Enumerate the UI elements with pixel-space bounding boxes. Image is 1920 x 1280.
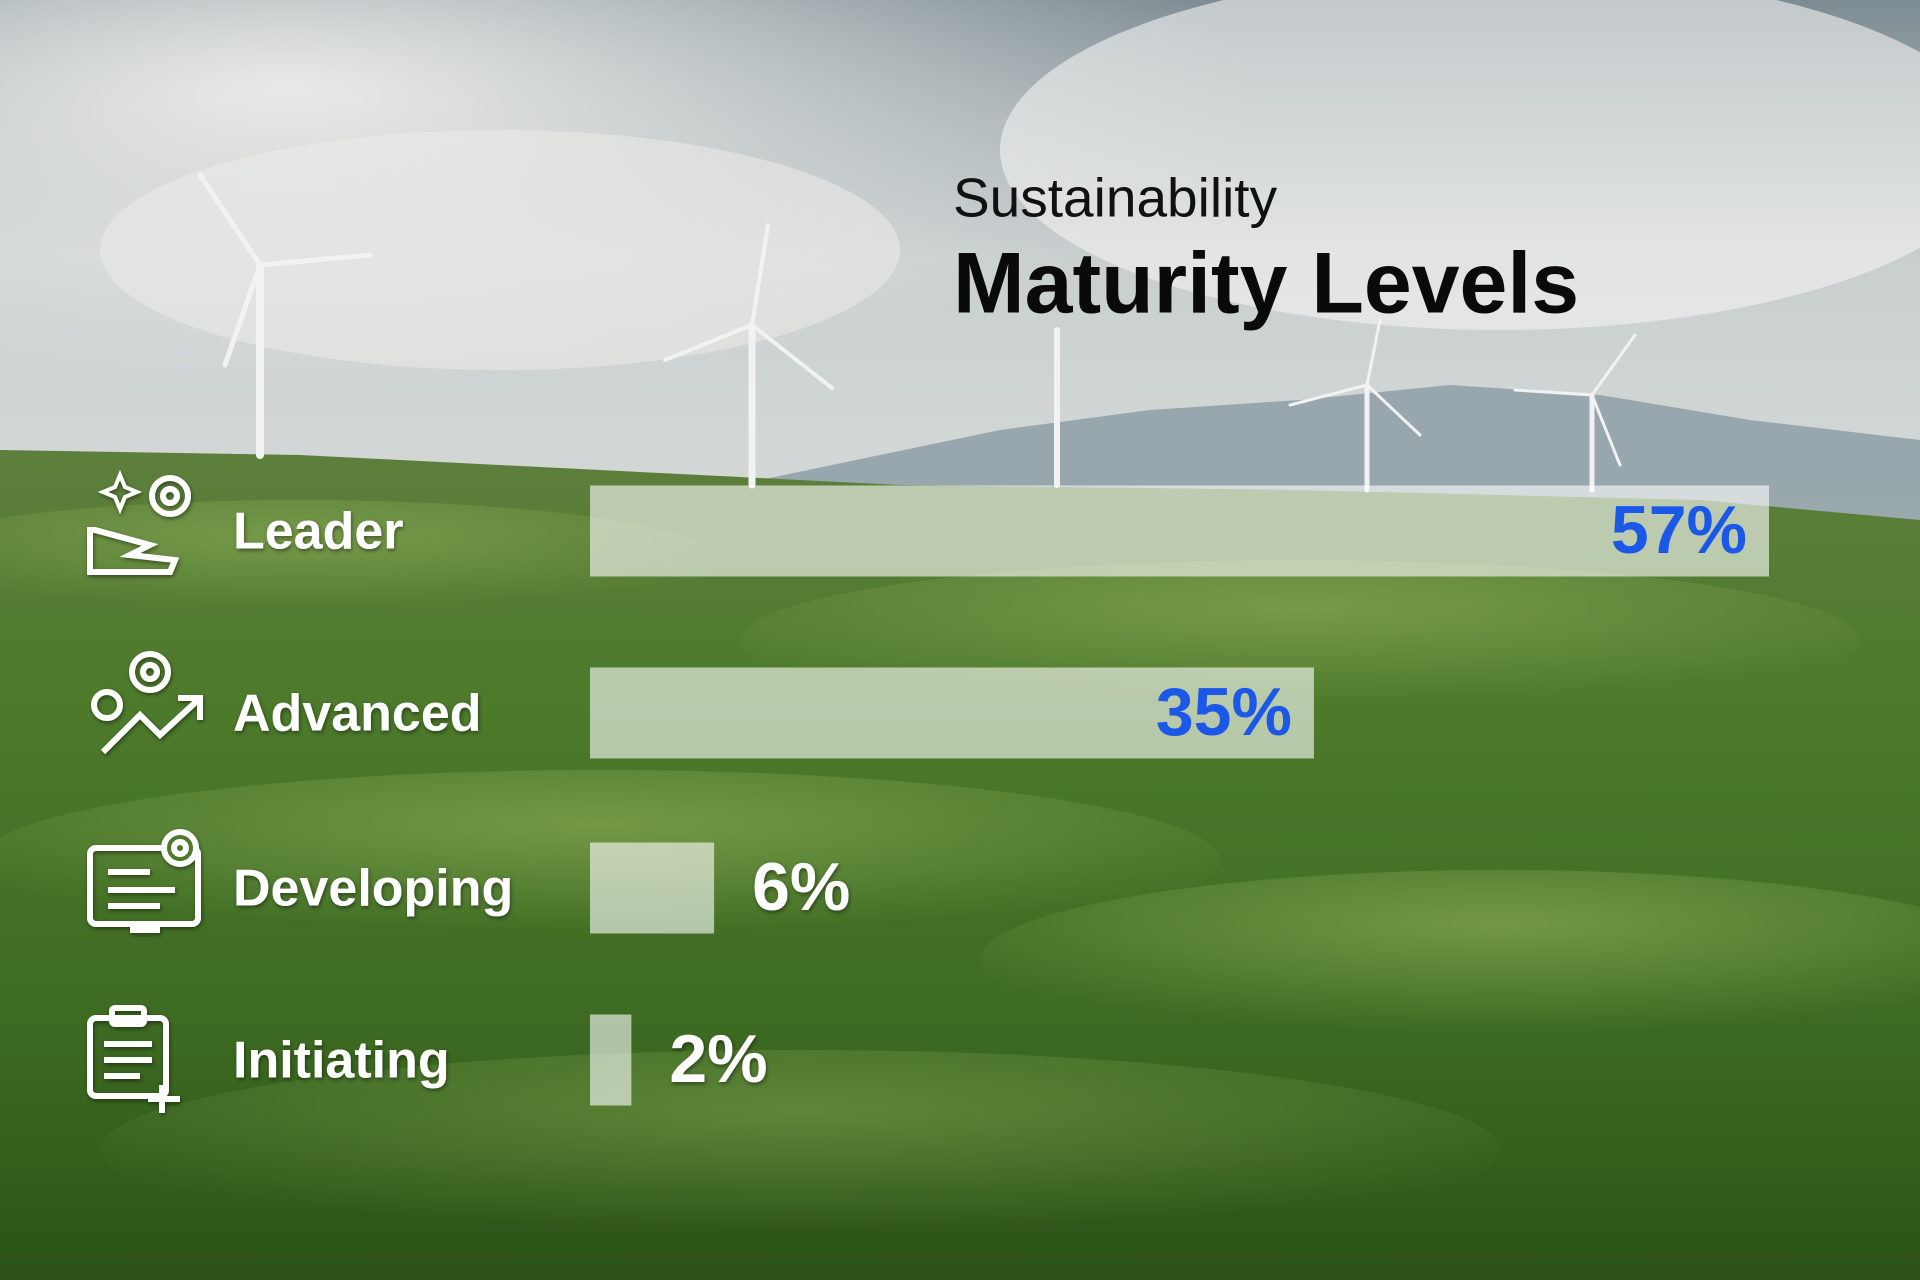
category-label: Initiating [233, 1032, 450, 1090]
bars: Leader 57% Advanced 35% Developing 6% Initiati… [233, 485, 1769, 1106]
advanced-icon [91, 651, 203, 755]
chart-title: Sustainability [953, 167, 1278, 229]
turbines [197, 172, 1637, 493]
bar [590, 1014, 632, 1106]
chart-subtitle: Maturity Levels [953, 236, 1579, 332]
category-label: Developing [233, 860, 513, 918]
icons [87, 469, 203, 1113]
bar [590, 667, 1314, 759]
category-label: Advanced [233, 685, 482, 743]
initiating-icon [87, 1005, 180, 1113]
developing-icon [87, 829, 201, 933]
value-label: 2% [669, 1021, 767, 1097]
category-label: Leader [233, 503, 404, 561]
value-label: 6% [752, 849, 850, 925]
leader-icon [87, 469, 191, 575]
bar [590, 842, 715, 934]
value-label: 57% [1611, 492, 1747, 568]
value-label: 35% [1156, 674, 1292, 750]
bar [590, 485, 1769, 577]
